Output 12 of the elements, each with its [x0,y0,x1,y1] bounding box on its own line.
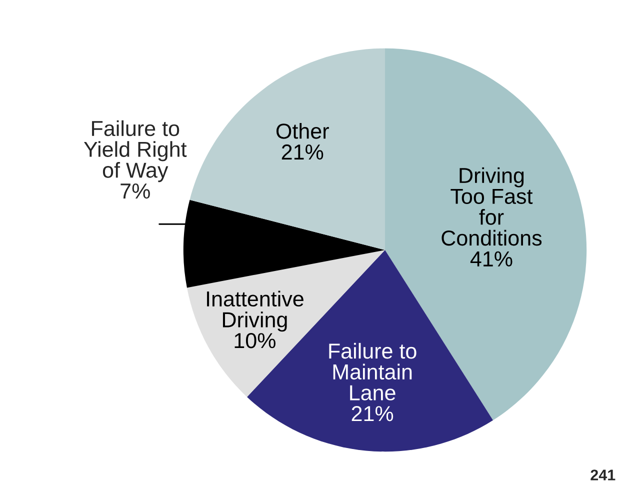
data-label: 21% [282,144,324,160]
data-label: 41% [470,251,512,266]
slice-label: Other [276,123,329,139]
text: 241 [590,470,616,480]
slice-label: Driving Too Fast for Conditions [442,167,542,246]
data-label: 7% [120,184,150,199]
data-label: 21% [352,406,394,422]
data-label: 10% [234,333,276,348]
slice-label: Failure to Maintain Lane [329,342,416,400]
slice-label: Inattentive Driving [207,290,304,332]
slice-label: Failure to Yield Right of Way [84,120,187,182]
pie-slice [190,48,385,250]
